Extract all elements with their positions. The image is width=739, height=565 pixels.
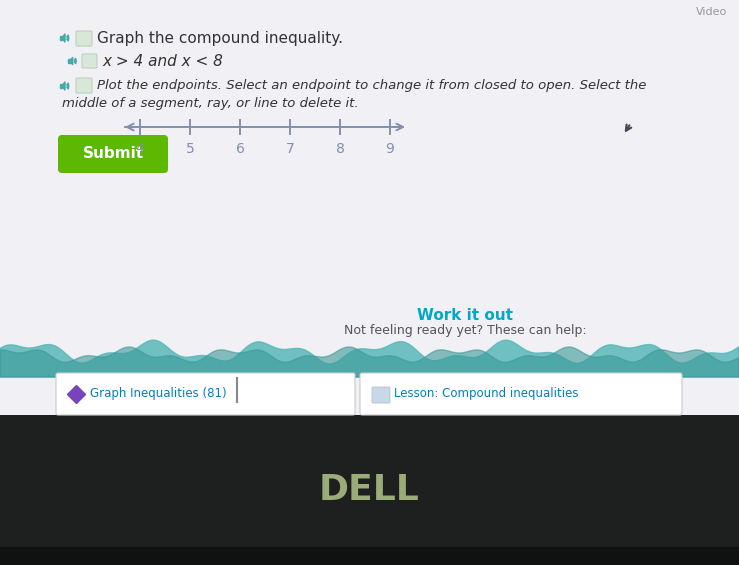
Text: Lesson: Compound inequalities: Lesson: Compound inequalities (394, 388, 579, 401)
Polygon shape (62, 34, 65, 42)
Bar (0, 0, 739, 415)
FancyBboxPatch shape (360, 373, 682, 415)
Text: 8: 8 (336, 142, 344, 156)
Text: 4: 4 (136, 142, 144, 156)
Text: Graph the compound inequality.: Graph the compound inequality. (97, 31, 343, 46)
FancyBboxPatch shape (76, 78, 92, 93)
Text: Submit: Submit (83, 146, 143, 162)
Text: Work it out: Work it out (417, 308, 513, 323)
Text: x > 4 and x < 8: x > 4 and x < 8 (102, 54, 223, 68)
Text: 5: 5 (185, 142, 194, 156)
Bar (0, 547, 739, 565)
Text: Graph Inequalities (81): Graph Inequalities (81) (90, 388, 227, 401)
FancyBboxPatch shape (56, 373, 355, 415)
Bar (0, 415, 739, 565)
Text: Video: Video (695, 7, 727, 17)
Bar (68, 59, 70, 63)
Text: 7: 7 (286, 142, 294, 156)
Bar (60, 84, 62, 88)
Text: DELL: DELL (319, 473, 420, 507)
Text: 6: 6 (236, 142, 245, 156)
Bar (60, 36, 62, 40)
Text: 9: 9 (386, 142, 395, 156)
Text: middle of a segment, ray, or line to delete it.: middle of a segment, ray, or line to del… (62, 97, 358, 110)
FancyBboxPatch shape (76, 31, 92, 46)
Text: Plot the endpoints. Select an endpoint to change it from closed to open. Select : Plot the endpoints. Select an endpoint t… (97, 80, 647, 93)
Text: Not feeling ready yet? These can help:: Not feeling ready yet? These can help: (344, 324, 586, 337)
Polygon shape (62, 82, 65, 90)
FancyBboxPatch shape (82, 54, 97, 68)
Polygon shape (70, 57, 72, 65)
FancyBboxPatch shape (372, 387, 390, 403)
FancyBboxPatch shape (58, 135, 168, 173)
